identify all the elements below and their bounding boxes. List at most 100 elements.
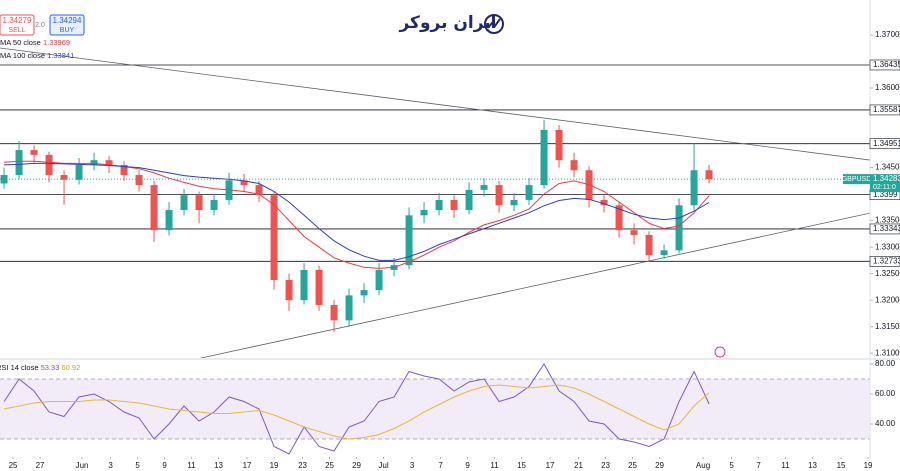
y-tick-label: 1.32500	[875, 269, 900, 278]
candle-body	[285, 280, 293, 301]
candle-body	[300, 269, 308, 301]
candle-body	[705, 170, 713, 180]
candle-body	[600, 199, 608, 206]
x-tick-label: 25	[9, 461, 18, 470]
candle-body	[675, 205, 683, 251]
x-tick-label: Jun	[76, 461, 89, 470]
candle-body	[345, 295, 353, 321]
x-tick-label: 5	[729, 461, 734, 470]
candle-body	[360, 290, 368, 296]
buy-label: BUY	[60, 27, 75, 34]
buy-price: 1.34294	[53, 16, 82, 25]
buy-button[interactable]: 1.34294 BUY	[49, 14, 85, 36]
level-tag	[869, 256, 900, 267]
candle-body	[690, 170, 698, 206]
candle-body	[60, 175, 68, 180]
candle-body	[420, 210, 428, 216]
sell-label: SELL	[8, 27, 25, 34]
x-tick-label: 9	[465, 461, 470, 470]
candle-body	[435, 199, 443, 211]
level-label: 1.34951	[873, 139, 900, 148]
x-tick-label: 11	[187, 461, 196, 470]
candle-body	[150, 185, 158, 231]
x-tick-label: 13	[214, 461, 223, 470]
level-label: 1.3399	[873, 190, 898, 199]
candle-body	[450, 199, 458, 211]
level-label: 1.32733	[873, 256, 900, 265]
x-tick-label: 17	[243, 461, 252, 470]
x-tick-label: 15	[517, 461, 526, 470]
x-tick-label: 7	[756, 461, 761, 470]
x-tick-label: 23	[298, 461, 307, 470]
candle-body	[30, 150, 38, 155]
level-tag	[869, 104, 900, 116]
y-tick-label: 1.34500	[875, 163, 900, 172]
candle-body	[465, 189, 473, 211]
candle-body	[90, 160, 98, 165]
spread: 2.0	[35, 22, 45, 29]
moving-average	[4, 162, 710, 261]
x-tick-label: 21	[574, 461, 583, 470]
logo-icon	[484, 14, 504, 34]
x-tick-label: 7	[438, 461, 443, 470]
y-tick-label: 1.31500	[875, 322, 900, 331]
candle-body	[615, 205, 623, 231]
rsi-band	[0, 379, 870, 439]
candle-body	[375, 269, 383, 291]
legend-value: 1.33841	[47, 51, 74, 60]
y-tick-label: 1.33000	[875, 242, 900, 251]
event-icon[interactable]	[714, 346, 726, 358]
candle-body	[540, 129, 548, 186]
rsi-ma-value: 60.92	[62, 363, 81, 372]
price-tag	[870, 174, 900, 193]
level-label: 1.33343	[873, 224, 900, 233]
logo-arrow	[487, 18, 501, 29]
level-tag	[869, 59, 900, 71]
level-label: 1.35587	[873, 105, 900, 114]
y-tick-label: 1.33500	[875, 216, 900, 225]
candle-body	[555, 129, 563, 161]
legend-ma50: MA 50 close 1.33969	[0, 38, 70, 47]
y-tick-label: 1.31000	[875, 348, 900, 357]
x-tick-label: Aug	[696, 461, 710, 470]
x-tick-label: 5	[135, 461, 140, 470]
level-tag	[869, 223, 900, 235]
sell-price: 1.34279	[3, 16, 32, 25]
x-tick-label: 29	[352, 461, 361, 470]
legend-name: MA 50 close	[0, 38, 41, 47]
rsi-line	[4, 384, 710, 440]
sell-box[interactable]	[0, 14, 35, 36]
trendline	[200, 212, 870, 358]
buy-box[interactable]	[49, 14, 85, 36]
rsi-title: RSI 14 close	[0, 363, 39, 372]
rsi-y-tick-label: 60.00	[875, 389, 896, 398]
x-tick-label: 11	[781, 461, 790, 470]
logo: ایران بروکر	[398, 13, 504, 34]
candle-body	[330, 304, 338, 321]
x-tick-label: 9	[162, 461, 167, 470]
candle-body	[135, 175, 143, 186]
candle-body	[165, 210, 173, 231]
x-tick-label: 27	[36, 461, 45, 470]
rsi-y-tick-label: 40.00	[875, 419, 896, 428]
candle-body	[75, 164, 83, 180]
candle-body	[315, 269, 323, 305]
symbol-tag	[843, 174, 870, 185]
candle-body	[495, 185, 503, 206]
candle-body	[405, 215, 413, 266]
rsi-line	[3, 363, 710, 455]
x-tick-label: 17	[546, 461, 555, 470]
candle-body	[240, 180, 248, 186]
price-tag-label: 1.34283	[873, 174, 900, 183]
y-tick-label: 1.32000	[875, 295, 900, 304]
candle-body	[180, 195, 188, 211]
rsi-legend: RSI 14 close 53.33 60.92	[0, 363, 80, 372]
x-tick-label: 25	[325, 461, 334, 470]
logo-text: ایران بروکر	[398, 13, 496, 33]
sell-button[interactable]: 1.34279 SELL	[0, 14, 35, 36]
x-tick-label: 13	[808, 461, 817, 470]
candle-body	[105, 160, 113, 165]
legend-name: MA 100 close	[0, 51, 45, 60]
candle-body	[270, 195, 278, 281]
